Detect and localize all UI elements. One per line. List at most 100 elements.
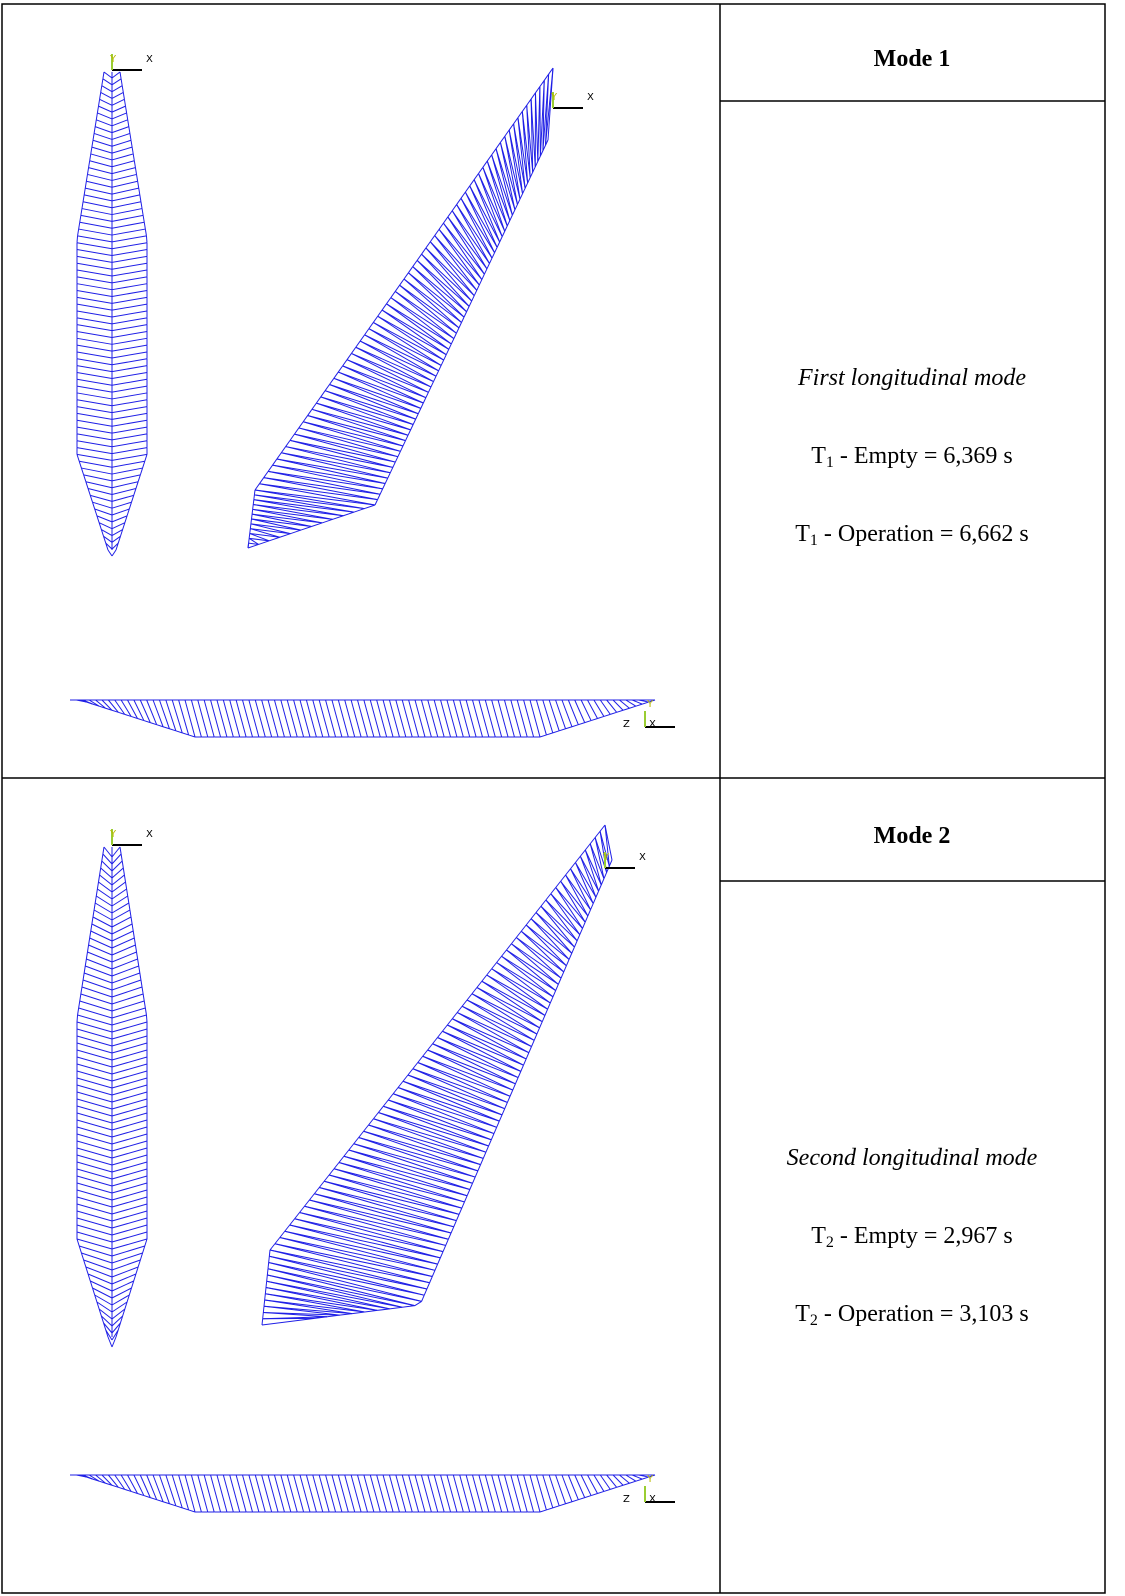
mesh-member	[95, 127, 112, 133]
mesh-member	[473, 1475, 483, 1512]
mesh-member	[492, 700, 502, 737]
mesh-member	[492, 253, 495, 258]
mesh-member	[81, 987, 82, 994]
mesh-member	[340, 1314, 353, 1316]
mesh-member	[585, 721, 591, 723]
mesh-member	[479, 1475, 489, 1512]
mesh-member	[546, 1508, 552, 1510]
mesh-member	[452, 1013, 457, 1019]
mesh-member	[415, 700, 425, 737]
mesh-member	[275, 1238, 280, 1244]
mesh-member	[441, 700, 451, 737]
mesh-member	[551, 888, 556, 894]
mesh-member	[502, 1109, 505, 1115]
mesh-member	[343, 360, 347, 366]
mesh-member	[447, 700, 457, 737]
mesh-member	[112, 482, 138, 488]
mesh-member	[112, 250, 147, 256]
mesh-member	[416, 414, 419, 419]
mesh-member	[443, 1245, 446, 1251]
mesh-member	[259, 541, 270, 545]
mesh-member	[600, 825, 605, 831]
mesh-member	[269, 1263, 425, 1296]
mesh-member	[185, 700, 195, 737]
mesh-member	[354, 1138, 359, 1144]
mesh-member	[506, 944, 511, 950]
mesh-member	[129, 127, 130, 134]
axis-label: X	[649, 1494, 656, 1505]
mesh-member	[89, 938, 90, 945]
mesh-member	[112, 475, 140, 481]
mesh-member	[90, 154, 91, 161]
mesh-member	[94, 903, 95, 910]
mesh-member	[418, 408, 421, 413]
mesh-member	[268, 700, 278, 737]
mesh-member	[486, 1146, 489, 1152]
mesh-member	[578, 1498, 584, 1500]
mesh-member	[79, 1001, 80, 1008]
mesh-member	[369, 322, 373, 328]
mode-description: First longitudinal mode	[797, 365, 1026, 391]
mesh-member	[319, 700, 329, 737]
mesh-member	[172, 700, 182, 733]
mesh-member	[81, 215, 112, 221]
mesh-member	[359, 1131, 364, 1137]
mesh-member	[338, 1475, 348, 1512]
mesh-member	[599, 885, 602, 891]
mesh-member	[112, 106, 126, 112]
mesh-member	[121, 79, 122, 86]
mesh-member	[77, 434, 112, 440]
mesh-member	[487, 263, 490, 268]
mesh-member	[383, 484, 386, 489]
mesh-member	[274, 1475, 284, 1512]
mesh-member	[556, 881, 561, 887]
mesh-member	[521, 1065, 524, 1071]
mesh-member	[391, 291, 395, 297]
mesh-member	[92, 140, 93, 147]
mesh-member	[86, 952, 87, 959]
mesh-member	[485, 700, 495, 737]
mesh-member	[546, 733, 552, 735]
mesh-member	[525, 183, 528, 188]
mesh-member	[252, 509, 253, 514]
mesh-member	[326, 1475, 336, 1512]
mesh-member	[100, 99, 112, 105]
mesh-member	[223, 700, 233, 737]
mesh-member	[383, 1100, 388, 1106]
mesh-member	[423, 398, 426, 403]
mesh-member	[112, 304, 147, 310]
mesh-member	[172, 1475, 182, 1508]
mesh-member	[358, 700, 368, 737]
mesh-member	[580, 928, 583, 934]
mesh-member	[77, 263, 112, 269]
mesh-member	[300, 1206, 305, 1212]
mesh-member	[287, 700, 297, 737]
mesh-member	[97, 516, 112, 522]
mesh-member	[97, 113, 112, 119]
mesh-member	[453, 1475, 463, 1512]
mesh-member	[121, 854, 122, 861]
mesh-member	[262, 1319, 263, 1325]
mesh-member	[264, 471, 268, 477]
mesh-member	[81, 468, 112, 474]
mesh-member	[538, 87, 540, 162]
mesh-member	[494, 1127, 497, 1133]
period-subscript: 2	[810, 1312, 818, 1329]
mesh-member	[548, 1003, 551, 1009]
mesh-member	[590, 844, 604, 879]
mesh-member	[500, 237, 503, 242]
mesh-member	[428, 1475, 438, 1512]
mesh-member	[518, 111, 522, 117]
mesh-member	[540, 1510, 546, 1512]
axis-label: X	[587, 92, 594, 103]
mesh-member	[324, 1175, 329, 1181]
mesh-member	[426, 242, 430, 248]
mesh-member	[144, 1001, 145, 1008]
mesh-member	[143, 461, 145, 468]
mesh-member	[492, 969, 551, 1003]
mesh-member	[526, 1053, 529, 1059]
mesh-member	[249, 538, 250, 543]
mesh-member	[364, 1125, 369, 1131]
mesh-member	[112, 359, 147, 365]
mesh-member	[112, 454, 147, 460]
